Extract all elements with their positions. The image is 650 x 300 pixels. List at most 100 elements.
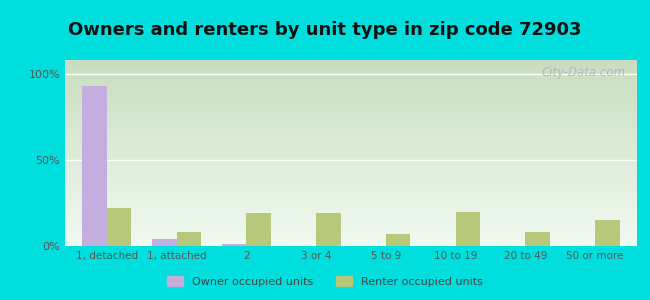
- Bar: [65, 177, 637, 178]
- Bar: [65, 237, 637, 238]
- Bar: [65, 178, 637, 179]
- Bar: [65, 212, 637, 214]
- Bar: [65, 164, 637, 165]
- Bar: [65, 148, 637, 149]
- Bar: [65, 72, 637, 73]
- Bar: [65, 146, 637, 147]
- Bar: [65, 155, 637, 156]
- Bar: [65, 131, 637, 132]
- Bar: [65, 225, 637, 226]
- Bar: [65, 107, 637, 108]
- Bar: [65, 175, 637, 176]
- Bar: [65, 185, 637, 187]
- Bar: [65, 161, 637, 162]
- Bar: [65, 117, 637, 118]
- Bar: [65, 118, 637, 119]
- Bar: [65, 60, 637, 61]
- Bar: [65, 93, 637, 94]
- Bar: [65, 104, 637, 105]
- Bar: [65, 194, 637, 195]
- Bar: [65, 110, 637, 111]
- Bar: [65, 69, 637, 70]
- Bar: [65, 141, 637, 142]
- Bar: [65, 75, 637, 76]
- Bar: [65, 202, 637, 203]
- Bar: [65, 66, 637, 67]
- Bar: [65, 169, 637, 170]
- Bar: [83, 86, 107, 246]
- Bar: [65, 152, 637, 153]
- Bar: [65, 238, 637, 239]
- Bar: [65, 210, 637, 211]
- Bar: [65, 201, 637, 202]
- Bar: [65, 170, 637, 171]
- Bar: [65, 62, 637, 63]
- Bar: [65, 197, 637, 198]
- Bar: [65, 235, 637, 236]
- Bar: [65, 84, 637, 85]
- Bar: [65, 211, 637, 212]
- Bar: [65, 232, 637, 233]
- Text: Owners and renters by unit type in zip code 72903: Owners and renters by unit type in zip c…: [68, 21, 582, 39]
- Bar: [65, 98, 637, 99]
- Bar: [65, 233, 637, 234]
- Bar: [65, 70, 637, 71]
- Bar: [65, 68, 637, 69]
- Bar: [65, 191, 637, 192]
- Bar: [65, 63, 637, 64]
- Bar: [65, 181, 637, 182]
- Bar: [65, 240, 637, 241]
- Bar: [65, 193, 637, 194]
- Bar: [65, 157, 637, 158]
- Bar: [65, 126, 637, 127]
- Bar: [222, 244, 246, 246]
- Bar: [65, 108, 637, 109]
- Bar: [316, 213, 341, 246]
- Bar: [65, 82, 637, 83]
- Bar: [65, 241, 637, 242]
- Bar: [65, 144, 637, 145]
- Bar: [65, 145, 637, 146]
- Bar: [65, 78, 637, 79]
- Bar: [65, 215, 637, 216]
- Bar: [65, 79, 637, 80]
- Bar: [65, 143, 637, 144]
- Bar: [65, 135, 637, 136]
- Bar: [65, 228, 637, 229]
- Bar: [65, 223, 637, 224]
- Bar: [65, 127, 637, 128]
- Bar: [65, 139, 637, 140]
- Bar: [65, 111, 637, 112]
- Bar: [65, 122, 637, 123]
- Bar: [65, 88, 637, 89]
- Bar: [65, 65, 637, 66]
- Bar: [65, 123, 637, 124]
- Bar: [65, 216, 637, 217]
- Bar: [65, 140, 637, 141]
- Bar: [65, 154, 637, 155]
- Bar: [65, 242, 637, 243]
- Bar: [65, 207, 637, 208]
- Bar: [65, 229, 637, 230]
- Bar: [65, 195, 637, 196]
- Bar: [65, 200, 637, 201]
- Bar: [65, 239, 637, 240]
- Bar: [65, 173, 637, 174]
- Bar: [65, 114, 637, 115]
- Bar: [65, 101, 637, 102]
- Bar: [65, 153, 637, 154]
- Bar: [65, 158, 637, 159]
- Bar: [65, 243, 637, 244]
- Bar: [65, 138, 637, 139]
- Bar: [65, 196, 637, 197]
- Bar: [65, 227, 637, 228]
- Bar: [65, 187, 637, 188]
- Bar: [65, 172, 637, 173]
- Bar: [65, 234, 637, 235]
- Bar: [456, 212, 480, 246]
- Bar: [65, 99, 637, 100]
- Bar: [386, 234, 410, 246]
- Bar: [65, 156, 637, 157]
- Bar: [65, 199, 637, 200]
- Bar: [65, 115, 637, 116]
